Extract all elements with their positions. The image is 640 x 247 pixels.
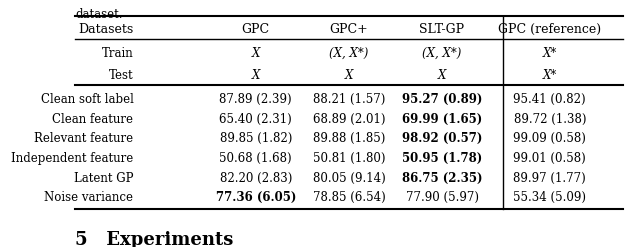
Text: 50.68 (1.68): 50.68 (1.68) [220, 152, 292, 165]
Text: 86.75 (2.35): 86.75 (2.35) [402, 172, 483, 185]
Text: (X, X*): (X, X*) [329, 47, 369, 60]
Text: 89.97 (1.77): 89.97 (1.77) [513, 172, 586, 185]
Text: 50.81 (1.80): 50.81 (1.80) [312, 152, 385, 165]
Text: Clean soft label: Clean soft label [40, 93, 134, 106]
Text: GPC: GPC [242, 23, 270, 36]
Text: 77.36 (6.05): 77.36 (6.05) [216, 191, 296, 204]
Text: X*: X* [543, 47, 557, 60]
Text: 80.05 (9.14): 80.05 (9.14) [312, 172, 385, 185]
Text: 89.85 (1.82): 89.85 (1.82) [220, 132, 292, 145]
Text: dataset.: dataset. [76, 8, 123, 21]
Text: X: X [345, 69, 353, 82]
Text: X: X [252, 69, 260, 82]
Text: GPC (reference): GPC (reference) [498, 23, 602, 36]
Text: Relevant feature: Relevant feature [35, 132, 134, 145]
Text: Latent GP: Latent GP [74, 172, 134, 185]
Text: 68.89 (2.01): 68.89 (2.01) [312, 113, 385, 126]
Text: Datasets: Datasets [78, 23, 134, 36]
Text: SLT-GP: SLT-GP [419, 23, 465, 36]
Text: Train: Train [102, 47, 134, 60]
Text: 98.92 (0.57): 98.92 (0.57) [402, 132, 482, 145]
Text: 99.01 (0.58): 99.01 (0.58) [513, 152, 586, 165]
Text: 77.90 (5.97): 77.90 (5.97) [406, 191, 479, 204]
Text: Noise variance: Noise variance [44, 191, 134, 204]
Text: 88.21 (1.57): 88.21 (1.57) [313, 93, 385, 106]
Text: 65.40 (2.31): 65.40 (2.31) [220, 113, 292, 126]
Text: 69.99 (1.65): 69.99 (1.65) [402, 113, 482, 126]
Text: 50.95 (1.78): 50.95 (1.78) [402, 152, 482, 165]
Text: Test: Test [109, 69, 134, 82]
Text: Independent feature: Independent feature [12, 152, 134, 165]
Text: 87.89 (2.39): 87.89 (2.39) [220, 93, 292, 106]
Text: 99.09 (0.58): 99.09 (0.58) [513, 132, 586, 145]
Text: (X, X*): (X, X*) [422, 47, 461, 60]
Text: 89.88 (1.85): 89.88 (1.85) [313, 132, 385, 145]
Text: 95.27 (0.89): 95.27 (0.89) [402, 93, 482, 106]
Text: GPC+: GPC+ [330, 23, 368, 36]
Text: 95.41 (0.82): 95.41 (0.82) [513, 93, 586, 106]
Text: X*: X* [543, 69, 557, 82]
Text: X: X [438, 69, 446, 82]
Text: 89.72 (1.38): 89.72 (1.38) [513, 113, 586, 126]
Text: 82.20 (2.83): 82.20 (2.83) [220, 172, 292, 185]
Text: 5   Experiments: 5 Experiments [76, 230, 234, 247]
Text: 78.85 (6.54): 78.85 (6.54) [312, 191, 385, 204]
Text: X: X [252, 47, 260, 60]
Text: Clean feature: Clean feature [52, 113, 134, 126]
Text: 55.34 (5.09): 55.34 (5.09) [513, 191, 586, 204]
